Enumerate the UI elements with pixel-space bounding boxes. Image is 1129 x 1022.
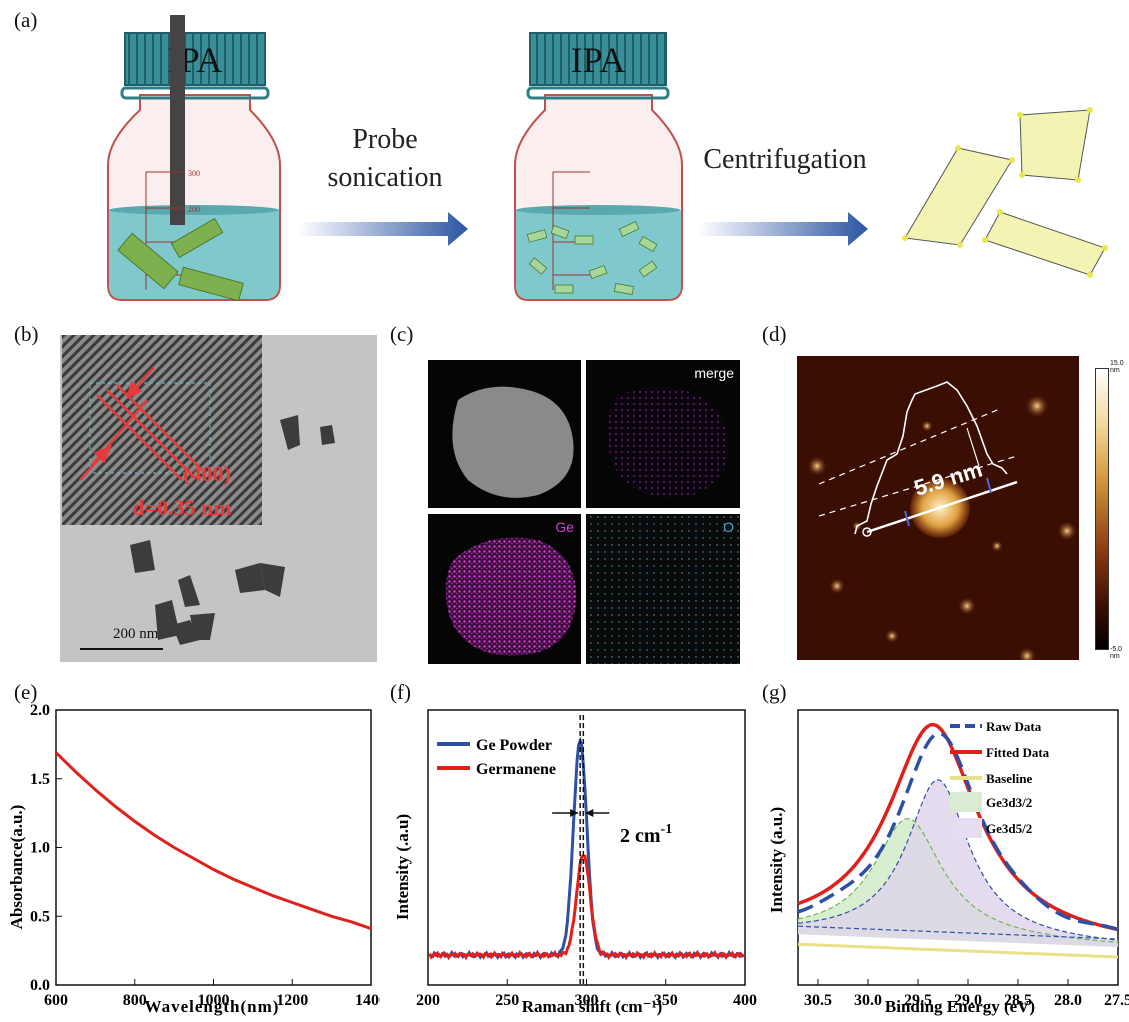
xps-line-raw — [797, 731, 1119, 932]
legend-ge-powder: Ge Powder — [476, 737, 552, 754]
legend-swatch-ge3d52 — [950, 818, 982, 838]
xps-plot-frame — [797, 709, 1119, 986]
scale-tick-300: 300 — [188, 169, 200, 178]
xps-line-ge3d52 — [797, 779, 1119, 941]
step1-line2: sonication — [327, 162, 442, 193]
raman-annotation-value: 2 cm — [620, 825, 661, 847]
raman-legend: Ge Powder Germanene — [437, 737, 556, 778]
panel-label-g: (g) — [762, 680, 787, 704]
absorbance-xlabel: Wavelength(nm) — [145, 997, 280, 1016]
legend-germanene: Germanene — [476, 761, 556, 778]
absorbance-ytick-label: 1.5 — [30, 771, 50, 788]
step2-label: Centrifugation — [703, 144, 866, 175]
absorbance-xtick-label: 1200 — [276, 992, 308, 1009]
xps-area-ge3d52 — [798, 779, 1118, 947]
xps-line-baseline — [797, 942, 1119, 959]
raman-xlabel: Raman shift (cm⁻¹) — [522, 997, 663, 1016]
raman-series-1 — [428, 854, 745, 961]
panel-label-e: (e) — [14, 680, 38, 704]
raman-chart: 200 250 300 350 400 Ge Powder Germanene 2 cm… — [393, 709, 757, 1016]
legend-ge3d32: Ge3d3/2 — [986, 795, 1032, 810]
xps-xtick-label: 30.0 — [854, 992, 882, 1009]
raman-annotation-sup: -1 — [661, 822, 673, 837]
xps-xtick-label: 28.5 — [1004, 992, 1032, 1009]
xps-xtick-label: 29.0 — [954, 992, 982, 1009]
tem-scale-label: 200 nm — [113, 626, 159, 642]
panel-label-f: (f) — [390, 680, 411, 704]
raman-xtick-label: 250 — [495, 992, 519, 1009]
raman-shift-arrowhead-right — [585, 809, 594, 817]
raman-ylabel: Intensity (.a.u) — [393, 814, 412, 920]
raman-xtick-label: 350 — [654, 992, 678, 1009]
panel-label-a: (a) — [14, 8, 38, 32]
legend-baseline: Baseline — [986, 771, 1032, 786]
absorbance-ytick-label: 0.5 — [30, 908, 50, 925]
xps-ylabel: Intensity (a.u.) — [767, 807, 786, 913]
legend-swatch-ge3d32 — [950, 792, 982, 812]
xps-xtick-label: 30.5 — [804, 992, 832, 1009]
scale-tick-200: 200 — [188, 205, 200, 214]
raman-xtick-label: 300 — [575, 992, 599, 1009]
bottle-1: IPA 300 200 100 0 — [107, 15, 281, 302]
absorbance-ytick-label: 0.0 — [30, 977, 50, 994]
cap-label-2: IPA — [571, 40, 626, 80]
raman-shift-arrowhead-left — [570, 809, 579, 817]
raman-xtick-label: 400 — [733, 992, 757, 1009]
eds-o-label: O — [723, 519, 734, 535]
raman-annotation: 2 cm-1 — [620, 822, 672, 847]
raman-xtick-label: 200 — [416, 992, 440, 1009]
afm-colorbar-min: -5.0 nm — [1110, 646, 1123, 660]
xps-xtick-label: 28.0 — [1054, 992, 1082, 1009]
legend-raw: Raw Data — [986, 719, 1042, 734]
afm-colorbar-max: 15.0 nm — [1110, 360, 1124, 374]
absorbance-plot-frame — [55, 709, 372, 986]
xps-line-background — [797, 925, 1119, 940]
afm-image: 5.9 nm — [797, 356, 1079, 665]
germanene-sheets — [904, 109, 1106, 276]
tem-image: 200 nm (400) d=0.35 nm — [60, 335, 377, 662]
eds-maps: merge Ge O — [428, 360, 740, 664]
absorbance-xtick-label: 800 — [123, 992, 147, 1009]
xps-xtick-label: 27.5 — [1104, 992, 1129, 1009]
panel-label-b: (b) — [14, 322, 39, 346]
absorbance-ytick-label: 2.0 — [30, 702, 50, 719]
xps-legend: Raw Data Fitted Data Baseline Ge3d3/2 Ge… — [950, 719, 1050, 838]
step1-line1: Probe — [352, 124, 417, 155]
arrow-2 — [698, 212, 868, 246]
exfoliation-schematic: IPA 300 200 100 0 Probe sonication IPA — [107, 15, 1108, 302]
afm-colorbar — [1095, 368, 1109, 650]
eds-merge-label: merge — [694, 365, 734, 381]
panel-label-d: (d) — [762, 322, 787, 346]
xps-xlabel: Binding Energy (eV) — [885, 997, 1035, 1016]
legend-fitted: Fitted Data — [986, 745, 1050, 760]
xps-xtick-label: 29.5 — [904, 992, 932, 1009]
legend-ge3d52: Ge3d5/2 — [986, 821, 1032, 836]
eds-ge-label: Ge — [555, 519, 574, 535]
lattice-spacing-label: d=0.35 nm — [132, 495, 231, 520]
panel-label-c: (c) — [390, 322, 414, 346]
absorbance-ylabel: Absorbance(a.u.) — [7, 805, 26, 930]
arrow-1 — [298, 212, 468, 246]
xps-chart: 30.5 30.0 29.5 29.0 28.5 28.0 27.5 Raw Data Fi… — [767, 709, 1129, 1016]
lattice-plane-label: (400) — [183, 461, 231, 486]
absorbance-ytick-label: 1.0 — [30, 840, 50, 857]
absorbance-series-line — [54, 751, 372, 931]
absorbance-xtick-label: 600 — [44, 992, 68, 1009]
absorbance-xtick-label: 1000 — [198, 992, 230, 1009]
hrtem-inset: (400) d=0.35 nm — [62, 335, 262, 525]
bottle-2: IPA — [514, 32, 683, 301]
